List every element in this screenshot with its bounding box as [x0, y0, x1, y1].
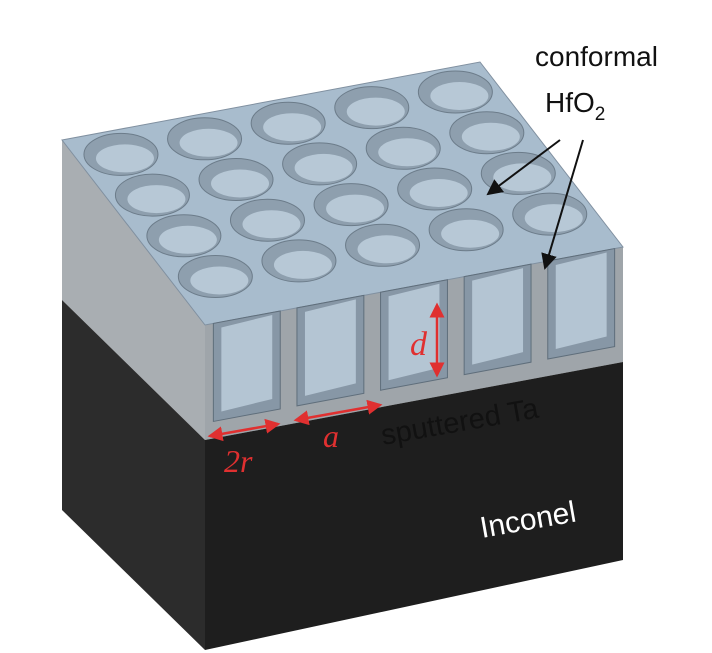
diagram: conformal HfO2 d 2r a sputtered Ta Incon… [0, 0, 712, 653]
pore-bottom [190, 267, 248, 295]
pore-bottom [347, 98, 405, 126]
pore-inner [221, 315, 272, 411]
pore-bottom [127, 185, 185, 213]
pore-bottom [242, 210, 300, 238]
pore-bottom [96, 144, 154, 172]
pore-bottom [525, 204, 583, 232]
label-period: a [323, 418, 339, 454]
pore-bottom [430, 82, 488, 110]
label-conformal: conformal [535, 41, 658, 72]
pore-bottom [358, 235, 416, 263]
label-depth: d [410, 326, 428, 363]
pore-bottom [410, 179, 468, 207]
pore-bottom [326, 195, 384, 223]
pore-bottom [441, 220, 499, 248]
pore-bottom [295, 154, 353, 182]
pore-bottom [274, 251, 332, 279]
pore-bottom [462, 123, 520, 151]
pore-inner [472, 268, 523, 364]
pore-bottom [159, 226, 217, 254]
pore-bottom [211, 170, 269, 198]
pore-inner [305, 299, 356, 395]
label-diameter: 2r [224, 443, 253, 479]
pore-bottom [180, 129, 238, 157]
label-hfo2: HfO2 [545, 87, 605, 125]
pore-bottom [378, 138, 436, 166]
pore-inner [556, 253, 607, 349]
pore-bottom [263, 113, 321, 141]
